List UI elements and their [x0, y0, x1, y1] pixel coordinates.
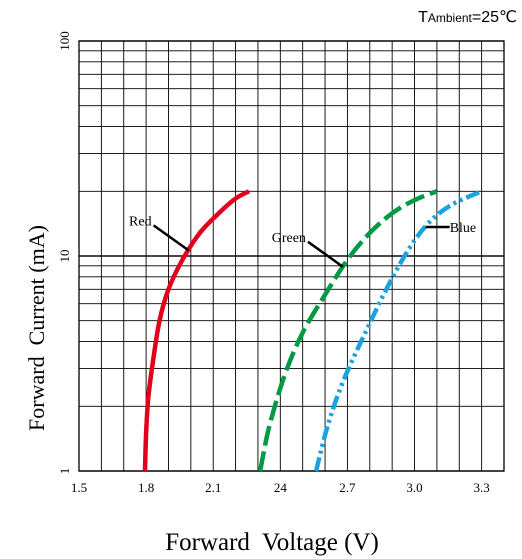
- plot-frame: [78, 40, 505, 472]
- ambient-temperature-condition: TAmbient=25℃: [418, 9, 517, 26]
- annotation-leader-green: [307, 240, 344, 268]
- series-line-green: [257, 189, 438, 472]
- x-tick-label: 3.3: [474, 480, 490, 495]
- x-tick-label: 2.7: [339, 480, 356, 495]
- condition-value: =25℃: [472, 9, 517, 26]
- annotation-leader-red: [152, 224, 190, 252]
- annotation-layer: Red Green Blue: [129, 214, 476, 268]
- x-tick-label: 1.5: [71, 480, 87, 495]
- x-tick-label: 3.0: [406, 480, 422, 495]
- y-tick-label: 10: [57, 250, 72, 263]
- chart-grid: [78, 40, 505, 472]
- series-layer: [142, 189, 483, 472]
- x-axis-label: Forward Voltage (V): [165, 529, 379, 556]
- y-tick-label: 100: [57, 31, 72, 51]
- condition-subscript: Ambient: [428, 11, 473, 25]
- y-tick-label: 1: [57, 468, 72, 475]
- series-line-red: [142, 189, 251, 472]
- series-line-blue: [313, 189, 483, 472]
- condition-prefix: T: [418, 9, 428, 26]
- y-axis-label: Forward Current (mA): [24, 225, 49, 431]
- tick-labels: 1.5 1.8 2.1 24 2.7 3.0 3.3 1 10 100: [57, 31, 490, 495]
- annotation-label-blue: Blue: [450, 221, 476, 236]
- annotation-label-green: Green: [272, 231, 306, 246]
- x-tick-label: 1.8: [138, 480, 154, 495]
- x-tick-label: 2.1: [205, 480, 221, 495]
- x-tick-label: 24: [274, 480, 288, 495]
- annotation-label-red: Red: [129, 214, 152, 229]
